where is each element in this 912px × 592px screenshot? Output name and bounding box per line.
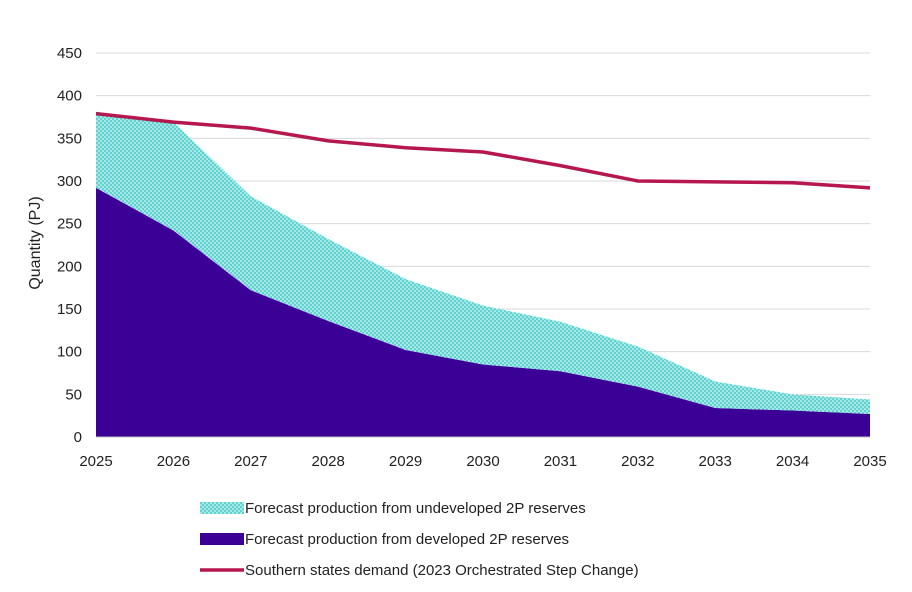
x-tick-label: 2027 bbox=[234, 453, 267, 470]
x-tick-label: 2034 bbox=[776, 453, 809, 470]
line-southern-states-demand bbox=[95, 111, 871, 190]
x-tick-label: 2035 bbox=[853, 453, 886, 470]
legend[interactable]: Forecast production from undeveloped 2P … bbox=[200, 500, 639, 579]
area-layers bbox=[96, 111, 870, 438]
y-tick-label: 400 bbox=[57, 88, 82, 105]
x-tick-label: 2032 bbox=[621, 453, 654, 470]
y-tick-label: 200 bbox=[57, 258, 82, 275]
y-tick-label: 100 bbox=[57, 344, 82, 361]
x-tick-label: 2029 bbox=[389, 453, 422, 470]
legend-swatch-undeveloped bbox=[200, 502, 244, 514]
x-tick-label: 2026 bbox=[157, 453, 190, 470]
y-tick-label: 450 bbox=[57, 45, 82, 62]
y-axis-title: Quantity (PJ) bbox=[27, 196, 44, 289]
area-developed-reserves bbox=[96, 187, 870, 437]
legend-label: Forecast production from undeveloped 2P … bbox=[245, 500, 586, 517]
y-axis-ticks: 0 50 100 150 200 250 300 350 400 450 bbox=[57, 45, 82, 446]
legend-label: Forecast production from developed 2P re… bbox=[245, 531, 569, 548]
legend-label: Southern states demand (2023 Orchestrate… bbox=[245, 562, 639, 579]
y-tick-label: 150 bbox=[57, 301, 82, 318]
demand-line-layer bbox=[95, 111, 871, 190]
y-tick-label: 300 bbox=[57, 173, 82, 190]
y-tick-label: 250 bbox=[57, 216, 82, 233]
legend-swatch-developed bbox=[200, 533, 244, 545]
y-tick-label: 0 bbox=[74, 429, 82, 446]
area-undeveloped-reserves bbox=[96, 111, 870, 414]
x-tick-label: 2033 bbox=[699, 453, 732, 470]
x-tick-label: 2031 bbox=[544, 453, 577, 470]
x-tick-label: 2030 bbox=[466, 453, 499, 470]
x-axis-ticks: 2025 2026 2027 2028 2029 2030 2031 2032 2033 2034… bbox=[79, 453, 886, 470]
y-tick-label: 50 bbox=[65, 386, 82, 403]
x-tick-label: 2028 bbox=[312, 453, 345, 470]
x-tick-label: 2025 bbox=[79, 453, 112, 470]
y-tick-label: 350 bbox=[57, 130, 82, 147]
